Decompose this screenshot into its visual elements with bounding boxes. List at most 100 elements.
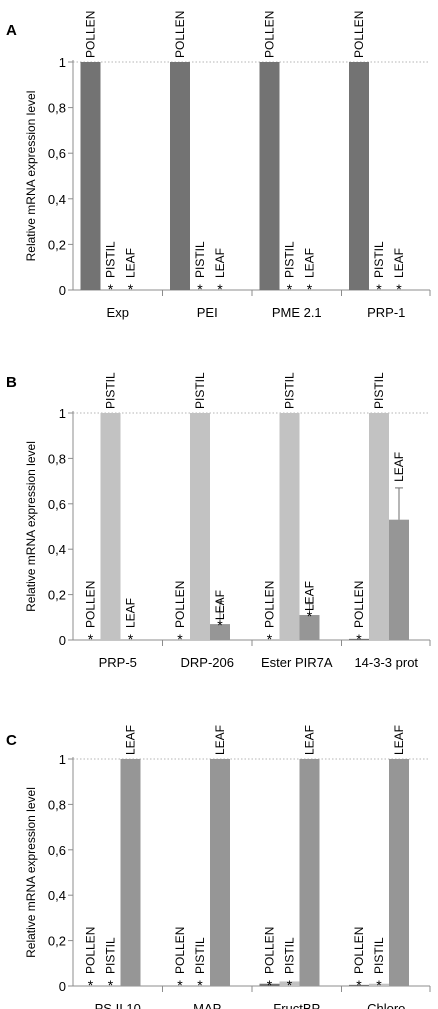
significance-star: * (128, 631, 134, 647)
significance-star: * (267, 631, 273, 647)
significance-star: * (197, 281, 203, 297)
x-category-label: DRP-206 (181, 655, 234, 670)
significance-star: * (217, 617, 223, 633)
bar-label: PISTIL (193, 372, 207, 409)
bar (349, 62, 369, 290)
bar-label: PISTIL (193, 241, 207, 278)
bar-label: POLLEN (173, 11, 187, 58)
significance-star: * (108, 977, 114, 993)
panel-letter: A (6, 22, 17, 39)
significance-star: * (356, 977, 362, 993)
bar (279, 413, 300, 640)
bar-label: LEAF (124, 725, 138, 755)
significance-star: * (177, 977, 183, 993)
y-axis-label: Relative mRNA expression level (24, 787, 38, 958)
bar (210, 759, 230, 986)
bar (259, 62, 280, 290)
bar-label: POLLEN (84, 581, 98, 628)
y-tick-label: 0 (59, 979, 66, 994)
bar (369, 983, 389, 986)
significance-star: * (356, 631, 362, 647)
x-category-label: PEI (197, 305, 218, 320)
x-category-label: PRP-1 (367, 305, 405, 320)
y-tick-label: 0,8 (48, 797, 66, 812)
bar (389, 759, 409, 986)
bar-label: PISTIL (283, 937, 297, 974)
bar (210, 624, 230, 640)
bar-label: POLLEN (352, 11, 366, 58)
bar-label: LEAF (392, 725, 406, 755)
panel-letter: B (6, 374, 17, 391)
y-tick-label: 1 (59, 55, 66, 70)
y-tick-label: 0,8 (48, 451, 66, 466)
bar-label: LEAF (392, 452, 406, 482)
x-category-label: PME 2.1 (272, 305, 322, 320)
bar-label: PISTIL (372, 937, 386, 974)
bar-label: PISTIL (104, 937, 118, 974)
x-category-label: Chloro (367, 1001, 405, 1009)
y-tick-label: 0,6 (48, 146, 66, 161)
x-category-label: PRP-5 (99, 655, 137, 670)
significance-star: * (376, 281, 382, 297)
significance-star: * (88, 631, 94, 647)
x-category-label: 14-3-3 prot (354, 655, 418, 670)
significance-star: * (177, 631, 183, 647)
bar-label: PISTIL (372, 372, 386, 409)
bar-label: POLLEN (352, 581, 366, 628)
bar-label: LEAF (392, 248, 406, 278)
panel-letter: C (6, 732, 17, 749)
bar-label: LEAF (303, 725, 317, 755)
bar-label: LEAF (303, 581, 317, 611)
bar-label: POLLEN (173, 927, 187, 974)
y-tick-label: 0 (59, 633, 66, 648)
bar-label: LEAF (213, 248, 227, 278)
y-tick-label: 0,4 (48, 192, 66, 207)
bar (100, 413, 121, 640)
bar (299, 615, 320, 640)
bar (190, 413, 210, 640)
y-axis-label: Relative mRNA expression level (24, 91, 38, 262)
significance-star: * (217, 281, 223, 297)
y-tick-label: 0,2 (48, 237, 66, 252)
significance-star: * (108, 281, 114, 297)
x-category-label: MAP (193, 1001, 221, 1009)
bar-label: LEAF (303, 248, 317, 278)
y-tick-label: 0,6 (48, 497, 66, 512)
bar (349, 638, 369, 640)
significance-star: * (267, 977, 273, 993)
y-tick-label: 0,2 (48, 588, 66, 603)
significance-star: * (88, 977, 94, 993)
bar-label: POLLEN (352, 927, 366, 974)
y-tick-label: 1 (59, 406, 66, 421)
significance-star: * (287, 281, 293, 297)
bar-label: PISTIL (193, 937, 207, 974)
bar (170, 62, 190, 290)
significance-star: * (287, 977, 293, 993)
bar-label: PISTIL (283, 241, 297, 278)
bar (389, 519, 409, 640)
bar-label: POLLEN (263, 11, 277, 58)
bar-label: LEAF (213, 725, 227, 755)
y-tick-label: 0 (59, 283, 66, 298)
panel-b: B Relative mRNA expression level 0 0,2 0,4 0,… (6, 372, 431, 670)
y-axis-label: Relative mRNA expression level (24, 441, 38, 612)
y-tick-label: 1 (59, 752, 66, 767)
significance-star: * (197, 977, 203, 993)
bar (259, 983, 280, 986)
y-tick-label: 0,8 (48, 101, 66, 116)
bar-label: POLLEN (84, 927, 98, 974)
bar (299, 759, 320, 986)
x-category-label: Ester PIR7A (261, 655, 333, 670)
bar (349, 984, 369, 986)
bar (369, 413, 389, 640)
bar-label: POLLEN (263, 927, 277, 974)
bar-label: LEAF (124, 248, 138, 278)
significance-star: * (128, 281, 134, 297)
x-category-label: PS II 10 (95, 1001, 141, 1009)
bar-label: PISTIL (104, 372, 118, 409)
significance-star: * (376, 977, 382, 993)
bar-label: POLLEN (173, 581, 187, 628)
x-category-label: FructBP (273, 1001, 320, 1009)
bar (80, 62, 101, 290)
